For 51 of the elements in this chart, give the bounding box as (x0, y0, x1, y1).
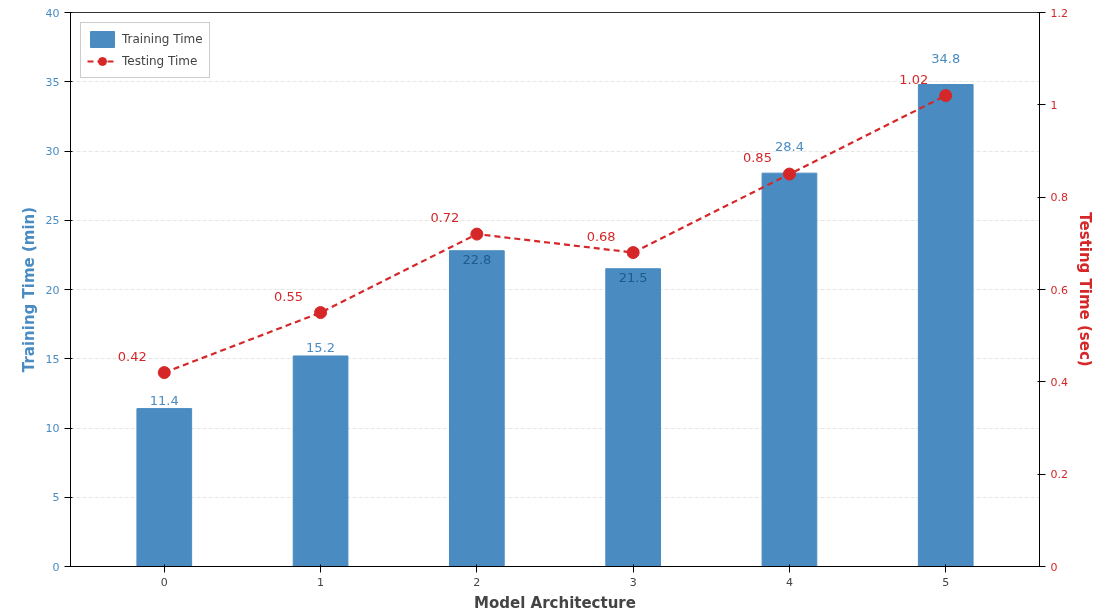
x-tick-label: 0 (160, 575, 168, 589)
y-axis-title: Training Time (min) (19, 206, 38, 373)
bar (605, 268, 661, 567)
y2-tick-label: 0 (1050, 560, 1058, 574)
bar (761, 172, 818, 567)
point (939, 89, 953, 103)
x-tick-label: 3 (629, 575, 637, 589)
y-tick-label: 40 (45, 6, 60, 20)
x-axis-title: Model Architecture (474, 593, 636, 612)
y2-tick-label: 1.2 (1050, 6, 1068, 20)
legend-label: Training Time (122, 32, 203, 46)
data-label: 0.55 (274, 288, 304, 304)
y2-tick-label: 0.2 (1050, 468, 1068, 482)
point (470, 227, 484, 241)
y-tick-label: 5 (52, 491, 60, 505)
point (314, 306, 328, 320)
x-tick-label: 2 (473, 575, 481, 589)
y2-tick-label: 0.8 (1050, 191, 1068, 205)
x-tick-label: 5 (942, 575, 950, 589)
y2-tick-label: 1 (1050, 98, 1058, 112)
x-tick-label: 1 (317, 575, 325, 589)
data-label: 11.4 (149, 392, 179, 408)
point (157, 366, 171, 380)
y-tick-label: 25 (45, 214, 60, 228)
point (782, 167, 796, 181)
data-label: 28.4 (774, 139, 804, 155)
y-tick-label: 15 (45, 352, 60, 366)
y-tick-label: 0 (52, 560, 60, 574)
y-tick-label: 35 (45, 75, 60, 89)
bar (917, 84, 974, 567)
data-label: 0.68 (586, 228, 616, 244)
y-tick-label: 30 (45, 145, 60, 158)
y2-tick-label: 0.4 (1050, 375, 1068, 389)
y2-tick-label: 0.6 (1050, 283, 1068, 297)
data-label: 22.8 (462, 251, 492, 267)
data-label: 0.72 (430, 210, 460, 226)
y-tick-label: 10 (45, 422, 60, 435)
legend-label: Testing Time (122, 54, 198, 68)
data-label: 0.85 (742, 150, 772, 166)
x-tick-label: 4 (785, 575, 793, 589)
data-label: 1.02 (899, 71, 929, 87)
data-label: 15.2 (306, 339, 336, 355)
bar (449, 250, 505, 567)
data-label: 21.5 (618, 269, 648, 285)
data-label: 0.42 (117, 348, 147, 364)
point (626, 246, 640, 260)
bar (136, 408, 193, 567)
y-tick-label: 20 (45, 283, 60, 297)
data-label: 34.8 (931, 50, 961, 66)
y2-axis-title: Testing Time (sec) (1075, 212, 1094, 367)
bar (292, 355, 349, 567)
